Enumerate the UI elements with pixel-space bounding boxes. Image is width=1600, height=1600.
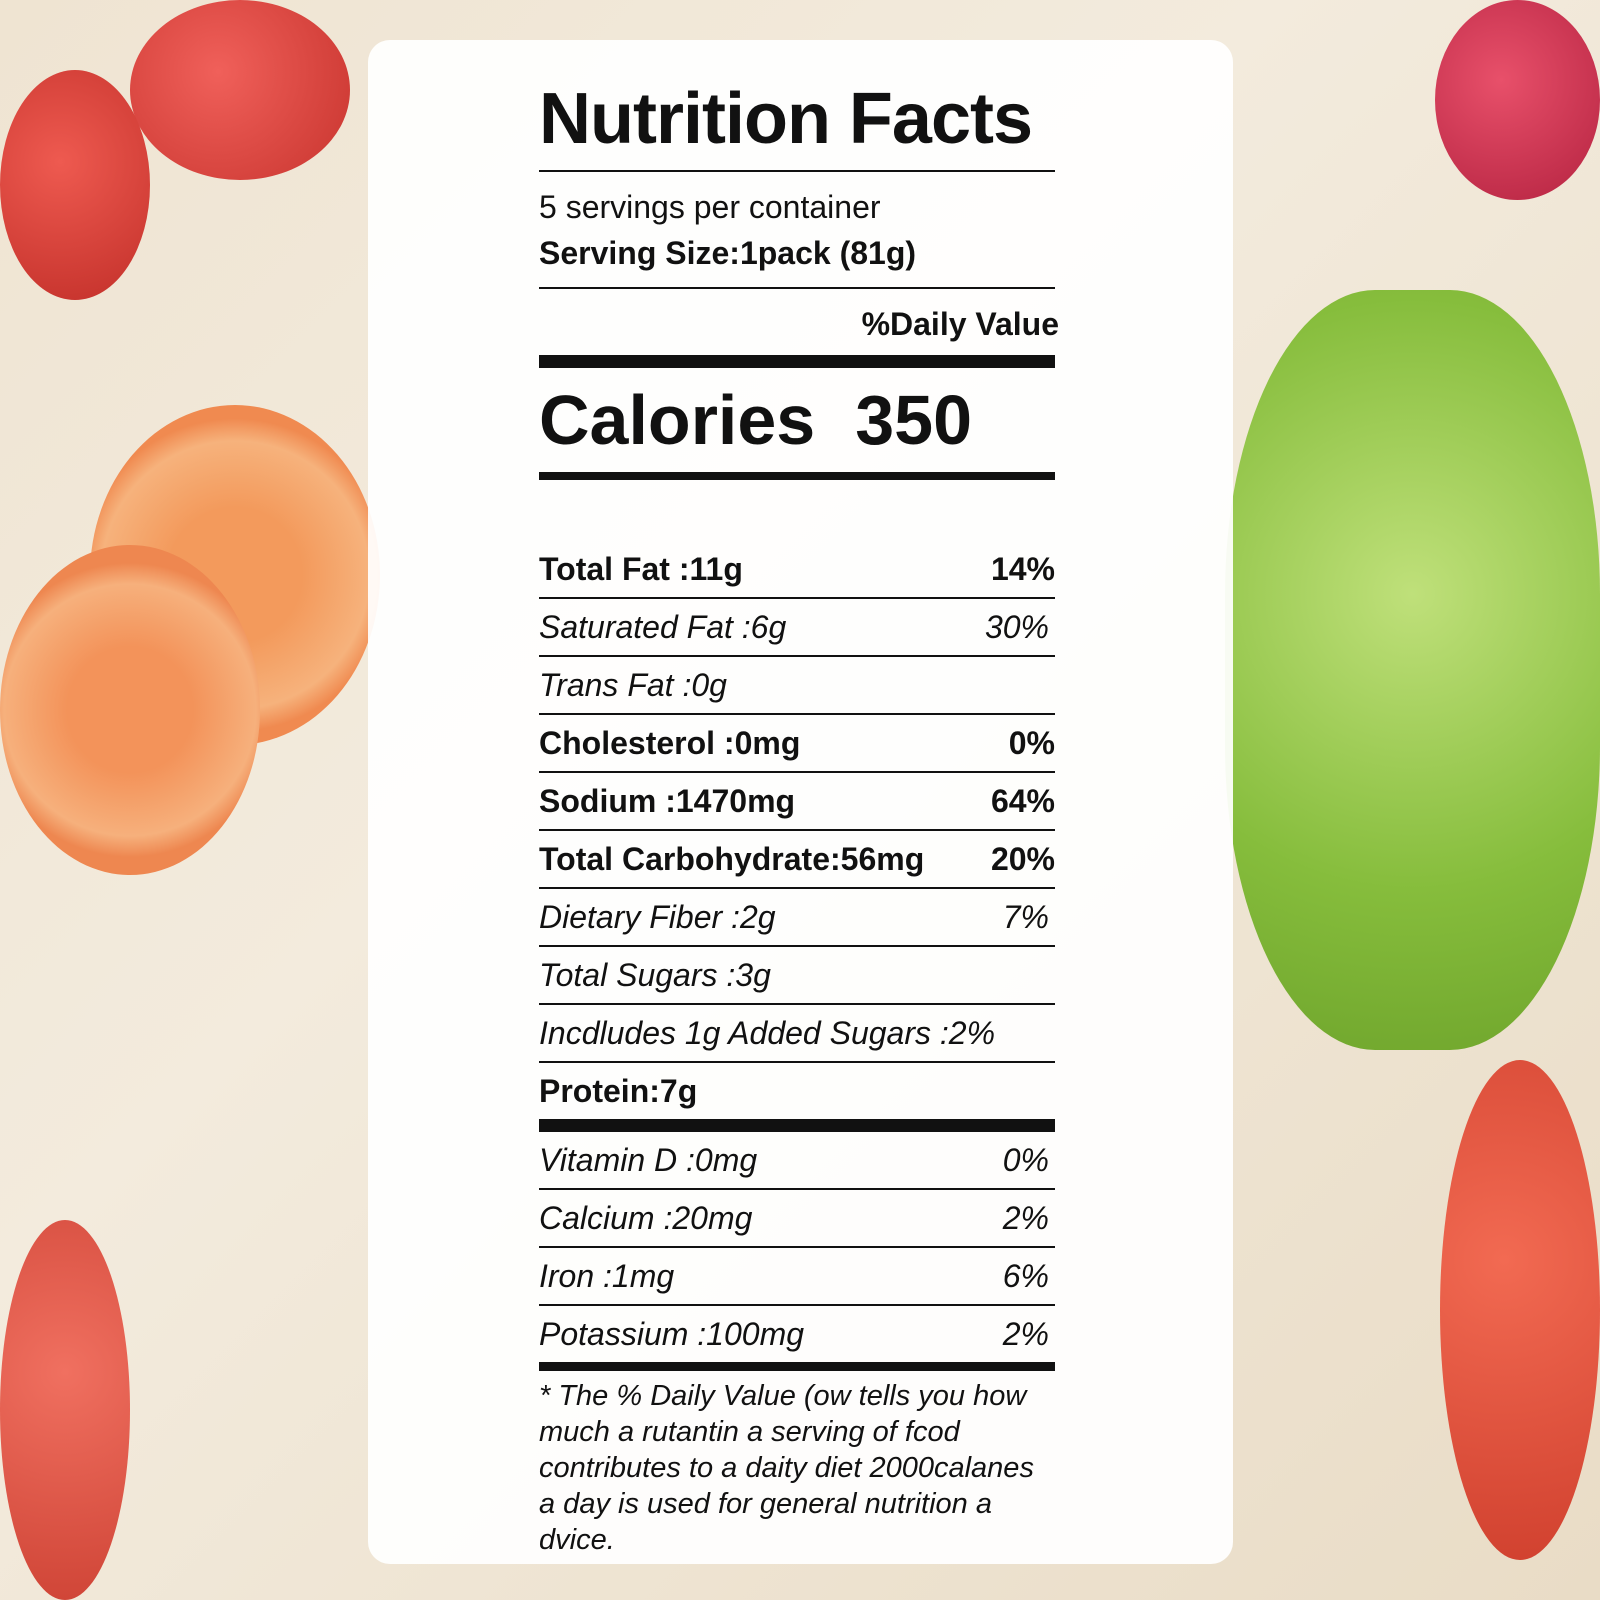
nutrient-row: Protein:7g	[539, 1063, 1055, 1119]
nutrient-row: Incdludes 1g Added Sugars :2%	[539, 1005, 1055, 1063]
nutrient-percent: 64%	[990, 782, 1055, 819]
nutrient-row: Vitamin D :0mg 0%	[539, 1132, 1055, 1190]
nutrient-row: Total Carbohydrate:56mg 20%	[539, 831, 1055, 889]
nutrient-label: Total Carbohydrate:56mg	[539, 840, 925, 877]
nutrient-row: Calcium :20mg 2%	[539, 1190, 1055, 1248]
nutrient-label: Total Fat :11g	[539, 550, 743, 587]
nutrient-row: Dietary Fiber :2g 7%	[539, 889, 1055, 947]
nutrient-row: Sodium :1470mg 64%	[539, 773, 1055, 831]
tomato-image	[130, 0, 350, 180]
thick-divider	[539, 1119, 1055, 1132]
nutrient-label: Potassium :100mg	[539, 1315, 805, 1352]
radish-image	[1435, 0, 1600, 200]
servings-per-container: 5 servings per container	[539, 189, 881, 225]
nutrient-row: Saturated Fat :6g 30%	[539, 599, 1055, 657]
nutrient-row: Potassium :100mg 2%	[539, 1306, 1055, 1362]
nutrient-row: Total Fat :11g 14%	[539, 541, 1055, 599]
calories-row: Calories 350	[539, 380, 1055, 460]
nutrient-row: Total Sugars :3g	[539, 947, 1055, 1005]
nutrient-percent: 7%	[1002, 898, 1049, 935]
nutrient-percent: 6%	[1002, 1257, 1049, 1294]
nutrient-percent: 30%	[984, 608, 1049, 645]
nutrient-label: Calcium :20mg	[539, 1199, 753, 1236]
nutrient-percent: 0%	[1002, 1141, 1049, 1178]
tomato-image	[0, 1220, 130, 1600]
nutrient-row: Iron :1mg 6%	[539, 1248, 1055, 1306]
nutrient-label: Iron :1mg	[539, 1257, 675, 1294]
nutrient-label: Vitamin D :0mg	[539, 1141, 758, 1178]
nutrient-row: Trans Fat :0g	[539, 657, 1055, 715]
tomato-image	[0, 70, 150, 300]
nutrient-percent: 2%	[1002, 1199, 1049, 1236]
thick-divider	[539, 355, 1055, 368]
lettuce-image	[1225, 290, 1600, 1050]
divider	[539, 170, 1055, 172]
tomato-image	[1440, 1060, 1600, 1560]
nutrient-label: Protein:7g	[539, 1072, 698, 1109]
calories-label: Calories	[539, 381, 816, 459]
nutrient-percent: 0%	[1008, 724, 1055, 761]
calories-value: 350	[855, 381, 973, 459]
nutrient-percent: 14%	[990, 550, 1055, 587]
nutrient-row: Cholesterol :0mg 0%	[539, 715, 1055, 773]
serving-size: Serving Size:1pack (81g)	[539, 235, 917, 271]
carrot-slice-image	[0, 545, 260, 875]
nutrient-label: Sodium :1470mg	[539, 782, 796, 819]
nutrient-percent: 20%	[990, 840, 1055, 877]
thick-divider	[539, 472, 1055, 480]
nutrient-label: Saturated Fat :6g	[539, 608, 787, 645]
nutrient-label: Cholesterol :0mg	[539, 724, 801, 761]
daily-value-header: %Daily Value	[861, 306, 1059, 342]
nutrient-label: Dietary Fiber :2g	[539, 898, 776, 935]
nutrient-percent: 2%	[1002, 1315, 1049, 1352]
thick-divider	[539, 1362, 1055, 1371]
nutrient-list: Total Fat :11g 14% Saturated Fat :6g 30% Tra…	[539, 541, 1055, 1371]
nutrient-label: Trans Fat :0g	[539, 666, 727, 703]
divider	[539, 287, 1055, 289]
nutrition-card	[368, 40, 1233, 1564]
nutrient-label: Total Sugars :3g	[539, 956, 771, 993]
nutrient-label: Incdludes 1g Added Sugars :2%	[539, 1014, 996, 1051]
footnote: * The % Daily Value (ow tells you how mu…	[539, 1380, 1034, 1556]
label-title: Nutrition Facts	[539, 79, 1033, 159]
